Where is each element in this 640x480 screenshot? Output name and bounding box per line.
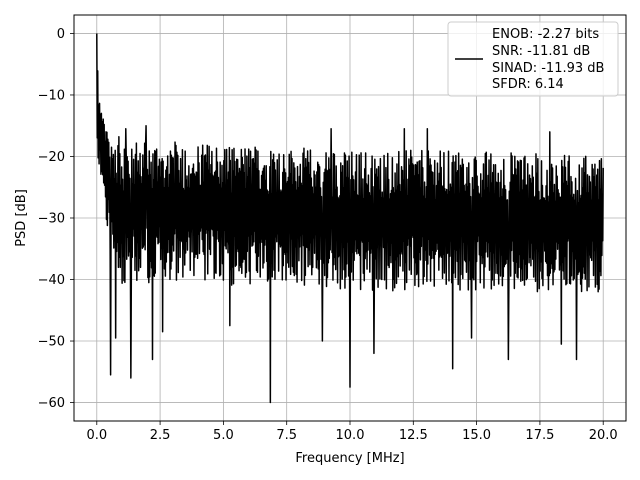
x-tick-label: 7.5 [276, 428, 297, 443]
x-axis-ticks: 0.0 2.5 5.0 7.5 10.0 12.5 15.0 17.5 20.0 [86, 421, 618, 443]
series-layer [96, 33, 604, 404]
x-tick-label: 12.5 [399, 428, 428, 443]
y-tick-label: −60 [38, 396, 65, 411]
legend-entry-sfdr: SFDR: 6.14 [492, 77, 564, 92]
y-tick-label: −50 [38, 335, 65, 350]
x-tick-label: 20.0 [589, 428, 618, 443]
psd-series-line [96, 33, 604, 404]
y-axis-label: PSD [dB] [14, 189, 29, 247]
y-tick-label: 0 [57, 27, 65, 42]
x-tick-label: 10.0 [336, 428, 365, 443]
y-tick-label: −40 [38, 273, 65, 288]
legend: ENOB: -2.27 bits SNR: -11.81 dB SINAD: -… [447, 21, 619, 97]
x-axis-label: Frequency [MHz] [295, 451, 404, 466]
y-axis-ticks: 0 −10 −20 −30 −40 −50 −60 [38, 27, 74, 411]
legend-entry-snr: SNR: -11.81 dB [492, 44, 590, 59]
y-tick-label: −10 [38, 88, 65, 103]
x-tick-label: 17.5 [525, 428, 554, 443]
legend-box [447, 21, 619, 97]
x-tick-label: 0.0 [86, 428, 107, 443]
legend-entry-sinad: SINAD: -11.93 dB [492, 61, 604, 76]
y-tick-label: −30 [38, 212, 65, 227]
y-tick-label: −20 [38, 150, 65, 165]
legend-entry-enob: ENOB: -2.27 bits [492, 27, 599, 42]
x-tick-label: 2.5 [150, 428, 171, 443]
x-tick-label: 5.0 [213, 428, 234, 443]
x-tick-label: 15.0 [462, 428, 491, 443]
